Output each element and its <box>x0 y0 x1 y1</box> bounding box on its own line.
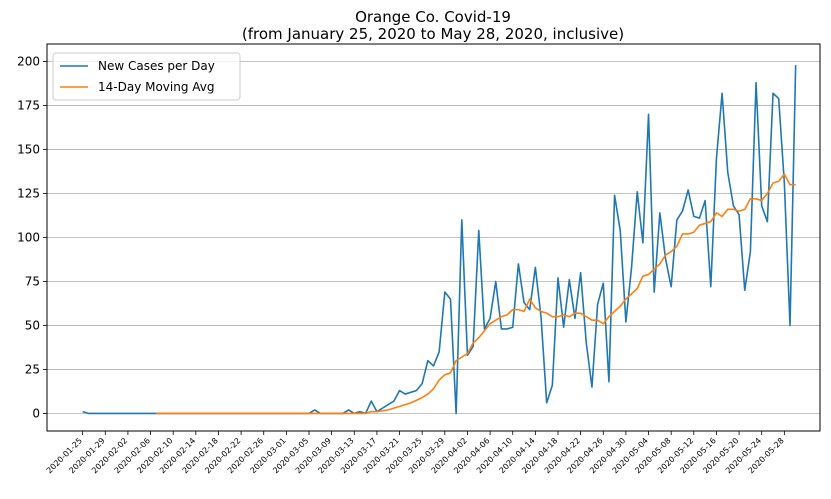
y-axis: 0 25 50 75 100 125 150 175 200 <box>17 55 47 420</box>
chart-title: Orange Co. Covid-19 <box>355 8 511 26</box>
y-tick-label: 0 <box>32 406 40 420</box>
series-line-new-cases <box>82 65 797 415</box>
chart-subtitle: (from January 25, 2020 to May 28, 2020, … <box>242 25 624 43</box>
y-tick-label: 100 <box>17 231 40 245</box>
series-line-moving-avg <box>156 173 796 415</box>
legend-box <box>52 52 241 101</box>
legend-label-moving-avg: 14-Day Moving Avg <box>98 80 215 94</box>
legend-label-new-cases: New Cases per Day <box>98 59 215 73</box>
gridlines <box>47 61 820 414</box>
series-lines <box>82 65 797 415</box>
y-tick-label: 25 <box>25 362 40 376</box>
legend: New Cases per Day 14-Day Moving Avg <box>52 52 241 101</box>
y-tick-label: 175 <box>17 99 40 113</box>
plot-frame <box>46 43 821 432</box>
y-tick-label: 125 <box>17 187 40 201</box>
y-tick-label: 150 <box>17 143 40 157</box>
y-tick-label: 200 <box>17 55 40 69</box>
y-tick-label: 75 <box>25 274 40 288</box>
x-axis: 2020-01-252020-01-292020-02-022020-02-06… <box>45 431 786 475</box>
y-tick-label: 50 <box>25 318 40 332</box>
